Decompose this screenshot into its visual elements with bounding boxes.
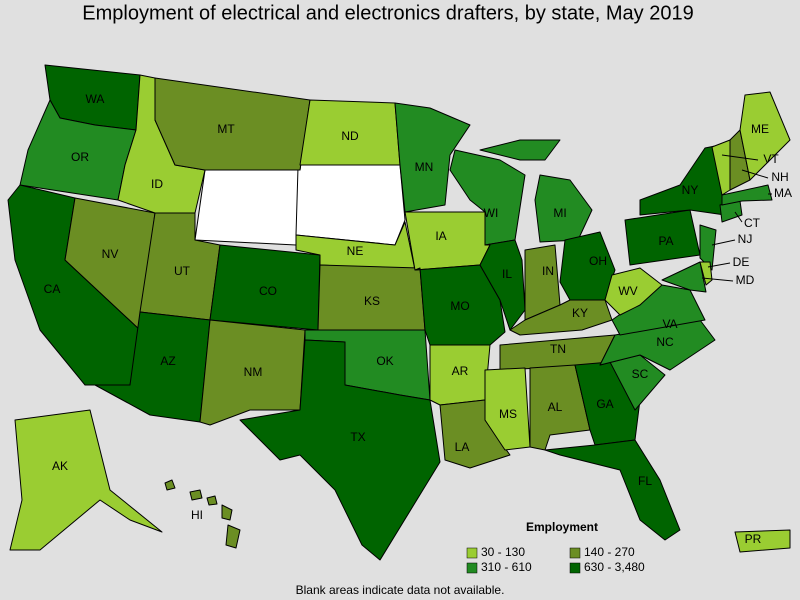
state-label: WA (86, 92, 105, 106)
state (206, 495, 218, 506)
state-label: GA (596, 397, 613, 411)
state (164, 479, 176, 491)
legend-swatch (569, 562, 581, 574)
legend-swatch (466, 562, 478, 574)
state-label: HI (191, 508, 203, 522)
state-label: CO (259, 284, 277, 298)
state-label: UT (174, 264, 191, 278)
state-label: AK (52, 459, 68, 473)
state-label: NE (347, 244, 364, 258)
state-label: VA (662, 317, 677, 331)
state-label: PA (658, 234, 673, 248)
state (739, 91, 791, 181)
state-label: FL (638, 474, 652, 488)
state-label: OR (71, 150, 89, 164)
state-label: KS (364, 294, 380, 308)
state-label: AR (452, 364, 469, 378)
state-label: NH (771, 170, 788, 184)
state (404, 211, 491, 271)
leader-line (711, 239, 736, 246)
state-label: MO (450, 299, 469, 313)
map-title: Employment of electrical and electronics… (82, 2, 693, 24)
state (734, 529, 791, 553)
state-label: LA (455, 440, 470, 454)
leader-line (721, 154, 759, 161)
state-label: VT (763, 152, 779, 166)
state-label: ME (751, 122, 769, 136)
state-label: KY (572, 306, 588, 320)
state-label: WI (484, 206, 499, 220)
state (604, 267, 663, 316)
legend-swatch (466, 547, 478, 559)
state (479, 139, 561, 161)
leader-line (734, 211, 743, 223)
state-no-data (194, 169, 301, 246)
state (225, 524, 241, 549)
state-label: ID (151, 177, 163, 191)
state-label: MA (774, 186, 792, 200)
state (394, 102, 471, 213)
state (699, 261, 713, 286)
state-label: MN (415, 160, 434, 174)
state-label: OK (376, 354, 393, 368)
state-label: AL (548, 400, 563, 414)
state-label: IL (502, 267, 512, 281)
state-labels: WA OR CA NV ID MT UT AZ CO NM ND NE KS OK TX MN IA MO AR LA… (44, 92, 792, 546)
state-label: IN (542, 264, 554, 278)
state-label: MT (217, 122, 235, 136)
legend-title: Employment (526, 520, 598, 534)
state (221, 504, 233, 521)
state-label: CT (744, 216, 761, 230)
state-label: MS (499, 407, 517, 421)
state-label: SC (632, 367, 649, 381)
state (189, 489, 203, 501)
state-label: WV (618, 284, 637, 298)
leader-line (701, 277, 734, 282)
legend-swatch (569, 547, 581, 559)
legend-label: 310 - 610 (481, 560, 532, 574)
legend-label: 630 - 3,480 (584, 560, 645, 574)
legend: 30 - 130 140 - 270 310 - 610 630 - 3,480 (466, 545, 645, 574)
state (239, 339, 441, 561)
state-label: NC (656, 335, 674, 349)
state (484, 367, 531, 451)
state-label: MD (736, 273, 755, 287)
legend-label: 30 - 130 (481, 545, 525, 559)
footnote: Blank areas indicate data not available. (296, 583, 505, 597)
state (721, 184, 773, 206)
state-label: OH (589, 254, 607, 268)
state-label: NY (682, 183, 699, 197)
state (699, 224, 717, 271)
state-label: CA (44, 282, 61, 296)
state (9, 409, 163, 551)
state-label: AZ (160, 354, 175, 368)
state-label: PR (745, 532, 762, 546)
state-label: TN (550, 342, 566, 356)
state-label: TX (350, 430, 365, 444)
state-label: ND (341, 129, 359, 143)
state-label: IA (435, 229, 446, 243)
state-label: DE (733, 255, 750, 269)
states (7, 64, 791, 561)
state-label: NM (244, 365, 263, 379)
state-label: MI (553, 206, 566, 220)
legend-label: 140 - 270 (584, 545, 635, 559)
state-label: NJ (738, 232, 753, 246)
state-label: NV (102, 247, 119, 261)
leader-line (741, 169, 769, 179)
state (661, 261, 707, 293)
state (544, 439, 681, 541)
leader-line (707, 262, 731, 268)
